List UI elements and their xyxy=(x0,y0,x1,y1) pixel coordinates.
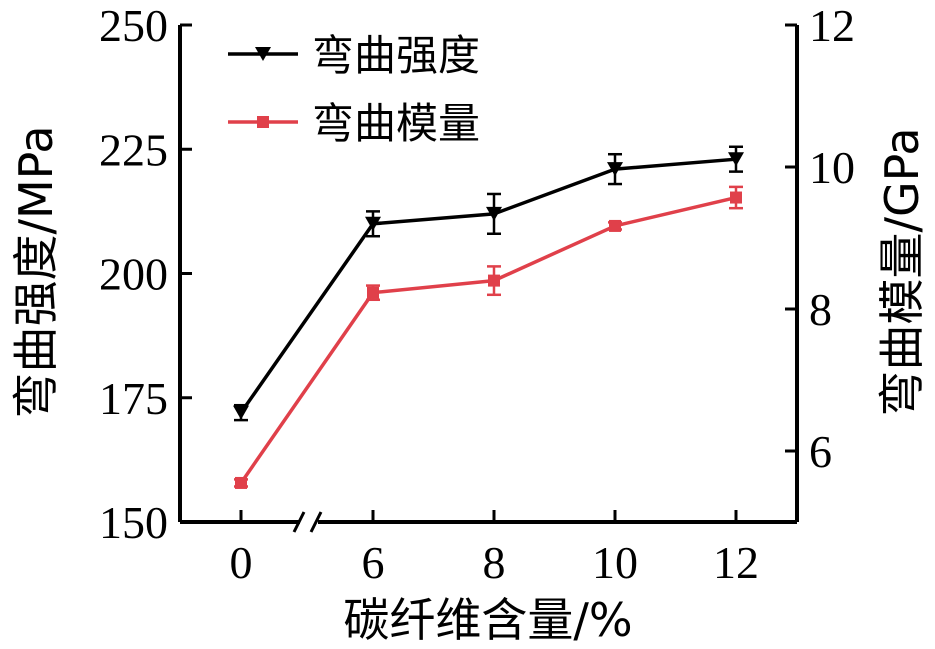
left-y-tick-label-2: 200 xyxy=(99,249,168,300)
left-y-tick-label-0: 150 xyxy=(99,497,168,548)
x-tick-label-3: 10 xyxy=(592,537,638,588)
legend-marker-strength xyxy=(255,47,271,61)
left-y-tick-label-1: 175 xyxy=(99,373,168,424)
legend: 弯曲强度 弯曲模量 xyxy=(228,31,480,148)
legend-item-modulus: 弯曲模量 xyxy=(228,99,480,148)
right-y-tick-label-1: 8 xyxy=(809,284,832,335)
left-y-tick-label-4: 250 xyxy=(99,0,168,51)
right-y-tick-label-2: 10 xyxy=(809,142,855,193)
x-tick-label-2: 8 xyxy=(483,537,506,588)
series-1-point-4 xyxy=(730,191,742,204)
legend-marker-modulus xyxy=(257,116,269,128)
left-y-tick-label-3: 225 xyxy=(99,124,168,175)
series-1-line xyxy=(239,195,737,484)
right-y-tick-label-0: 6 xyxy=(809,426,832,477)
series-0 xyxy=(233,145,744,422)
series-1-point-3 xyxy=(609,219,621,232)
series-0-point-3 xyxy=(607,162,623,177)
x-tick-label-1: 6 xyxy=(362,537,385,588)
series-0-point-4 xyxy=(728,152,744,167)
series-1-point-1 xyxy=(367,286,379,299)
series-layer xyxy=(233,145,744,489)
left-y-ticks: 150 175 200 225 250 xyxy=(99,0,192,548)
right-y-ticks: 6 8 10 12 xyxy=(785,0,855,477)
series-0-point-1 xyxy=(365,216,381,231)
legend-label-strength: 弯曲强度 xyxy=(312,31,480,80)
x-axis-title: 碳纤维含量/% xyxy=(343,593,632,647)
axis-break-mark xyxy=(292,511,323,533)
series-1 xyxy=(234,185,743,489)
x-tick-label-4: 12 xyxy=(713,537,759,588)
x-tick-label-0: 0 xyxy=(230,537,253,588)
x-ticks: 0 6 8 10 12 xyxy=(230,510,759,588)
series-0-point-0 xyxy=(233,405,249,420)
legend-item-strength: 弯曲强度 xyxy=(228,31,480,80)
series-0-point-2 xyxy=(486,206,502,221)
series-1-point-2 xyxy=(488,274,500,287)
series-1-point-0 xyxy=(235,476,247,489)
left-y-axis-title: 弯曲强度/MPa xyxy=(9,125,63,418)
right-y-axis-title: 弯曲模量/GPa xyxy=(875,127,929,416)
legend-label-modulus: 弯曲模量 xyxy=(312,99,480,148)
right-y-tick-label-3: 12 xyxy=(809,0,855,51)
